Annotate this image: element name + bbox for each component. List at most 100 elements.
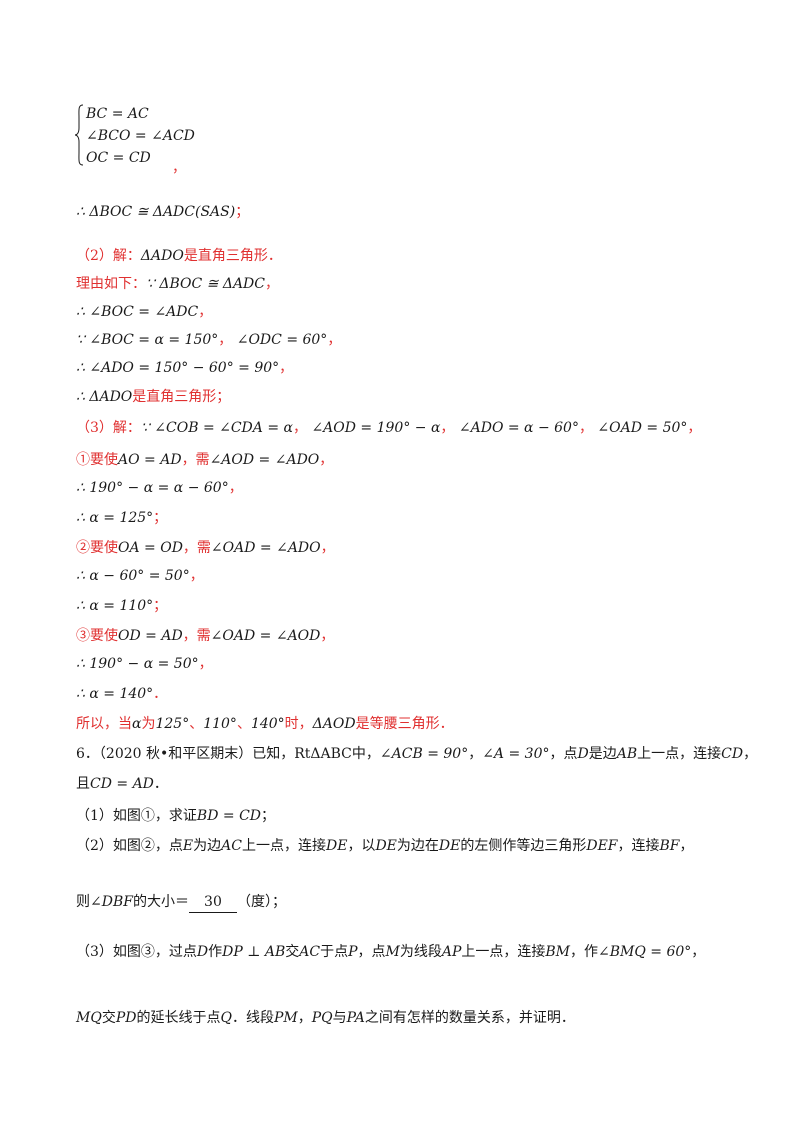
q6-line2: 且CD = AD．: [76, 774, 168, 794]
q6-text: 的左侧作等边三角形: [460, 838, 587, 854]
alpha-line: ∵ ∠BOC = α = 150°， ∠ODC = 60°，: [76, 330, 341, 350]
q6-acb: ∠ACB = 90°: [379, 746, 469, 762]
q6-side-ab: AB: [616, 746, 638, 762]
part3-s2: ，: [440, 420, 455, 436]
q6-text: ，: [297, 1010, 312, 1026]
q6-text: 与: [332, 1010, 347, 1026]
summary-i: 时，: [284, 716, 313, 732]
angle-boc-line: ∴ ∠BOC = ∠ADC，: [76, 302, 212, 322]
case2-m2: ∠OAD = ∠ADO: [210, 540, 321, 556]
q6-text: ，: [691, 944, 706, 960]
summary-110: 110°: [203, 716, 237, 732]
q6-text: ，: [468, 746, 483, 762]
case3-label: ③要使: [76, 628, 118, 644]
part3-heading: （3）解：∵ ∠COB = ∠CDA = α， ∠AOD = 190° − α，…: [76, 418, 701, 438]
case1-eq-tail: ，: [228, 480, 243, 496]
case1-mid: ，需: [181, 452, 210, 468]
part2-heading: （2）解：ΔADO是直角三角形．: [76, 246, 282, 266]
congruence-math: ∴ ΔBOC ≅ ΔADC(SAS): [76, 204, 236, 220]
left-brace-icon: [74, 104, 84, 166]
part3-m4: ∠OAD = 50°: [597, 420, 688, 436]
q6-math: PQ: [311, 1010, 333, 1026]
q6-text: ，: [679, 838, 694, 854]
q6-text: （度）；: [236, 894, 286, 910]
case3-m2: ∠OAD = ∠AOD: [210, 628, 321, 644]
q6-triangle: RtΔABC: [294, 746, 352, 762]
right-triangle-text: 是直角三角形；: [132, 389, 231, 405]
reason-line: 理由如下：∵ ΔBOC ≅ ΔADC，: [76, 274, 279, 294]
q6-text: ，点: [357, 944, 386, 960]
q6-math: PA: [346, 1010, 365, 1026]
q6-text: 上一点，连接: [241, 838, 326, 854]
right-triangle-math: ∴ ΔADO: [76, 389, 133, 405]
odc-math: ∠ODC = 60°: [236, 332, 328, 348]
summary-c: 为: [141, 716, 156, 732]
q6-cd: CD: [721, 746, 744, 762]
q6-text: 则: [76, 894, 90, 910]
q6-text: 是边: [588, 746, 617, 762]
q6-math: PM: [273, 1010, 298, 1026]
q6-text: 的延长线于点: [136, 1010, 221, 1026]
case1-equation: ∴ 190° − α = α − 60°，: [76, 478, 243, 498]
q6-sub3-cont: MQ交PD的延长线于点Q．线段PM，PQ与PA之间有怎样的数量关系，并证明．: [76, 1008, 575, 1028]
q6-text: （1）如图①，求证: [76, 808, 197, 824]
q6-text: ．: [153, 776, 168, 792]
q6-text: 交: [101, 1010, 116, 1026]
summary-aod: ΔAOD: [312, 716, 356, 732]
q6-angle-a: ∠A = 30°: [482, 746, 550, 762]
case3-equation: ∴ 190° − α = 50°，: [76, 654, 213, 674]
case1-tail: ，: [319, 452, 334, 468]
q6-sub2: （2）如图②，点E为边AC上一点，连接DE，以DE为边在DE的左侧作等边三角形D…: [76, 836, 694, 856]
part3-m2: ∠AOD = 190° − α: [311, 420, 441, 436]
q6-text: 且: [76, 776, 90, 792]
summary-g: 、: [236, 716, 251, 732]
case2-result: ∴ α = 110°；: [76, 596, 167, 616]
case3-eq-math: ∴ 190° − α = 50°: [76, 656, 199, 672]
q6-text: 交: [285, 944, 300, 960]
system-line-3: OC = CD: [86, 150, 151, 166]
answer-blank: 30: [188, 892, 237, 913]
q6-text: ，: [743, 746, 758, 762]
part3-m1: ∵ ∠COB = ∠CDA = α: [140, 420, 293, 436]
q6-math: AC: [299, 944, 321, 960]
q6-text: 中，: [351, 746, 380, 762]
q6-text: 之间有怎样的数量关系，并证明．: [364, 1010, 575, 1026]
q6-math: PD: [115, 1010, 137, 1026]
q6-text: （2）如图②，点: [76, 838, 183, 854]
case1-m2: ∠AOD = ∠ADO: [209, 452, 320, 468]
part3-m3: ∠ADO = α − 60°: [458, 420, 579, 436]
q6-text: 上一点，连接: [461, 944, 546, 960]
case2-res-math: ∴ α = 110°: [76, 598, 154, 614]
q6-math: DP ⊥ AB: [222, 944, 286, 960]
q6-bd-cd: BD = CD: [196, 808, 262, 824]
reason-label: 理由如下：: [76, 276, 146, 292]
q6-math: P: [348, 944, 358, 960]
case1-result: ∴ α = 125°；: [76, 508, 167, 528]
q6-math: AC: [221, 838, 242, 854]
q6-math: D: [196, 944, 209, 960]
congruence-tail: ；: [235, 204, 250, 220]
part2-text: 是直角三角形．: [183, 248, 282, 264]
system-line-1: BC = AC: [86, 106, 149, 122]
q6-cd-ad: CD = AD: [90, 776, 154, 792]
case3-m1: OD = AD: [118, 628, 183, 644]
alpha-sep: ，: [218, 332, 233, 348]
q6-text: （3）如图③，过点: [76, 944, 197, 960]
q6-sub1: （1）如图①，求证BD = CD；: [76, 806, 275, 826]
case2-eq-tail: ，: [189, 568, 204, 584]
case2-equation: ∴ α − 60° = 50°，: [76, 566, 204, 586]
q6-math: ∠DBF: [90, 894, 133, 910]
case3-mid: ，需: [182, 628, 211, 644]
q6-math: E: [182, 838, 194, 854]
case2-mid: ，需: [182, 540, 211, 556]
summary-line: 所以，当α为125°、110°、140°时，ΔAOD是等腰三角形．: [76, 714, 454, 734]
q6-text: ，连接: [617, 838, 660, 854]
summary-k: 是等腰三角形．: [355, 716, 454, 732]
q6-line1: 6．（2020 秋•和平区期末）已知，RtΔABC中，∠ACB = 90°，∠A…: [76, 744, 757, 764]
case3-eq-tail: ，: [198, 656, 213, 672]
part3-s1: ，: [292, 420, 307, 436]
case1-res-math: ∴ α = 125°: [76, 510, 154, 526]
part3-s4: ，: [687, 420, 702, 436]
ado-tail: ，: [279, 360, 294, 376]
